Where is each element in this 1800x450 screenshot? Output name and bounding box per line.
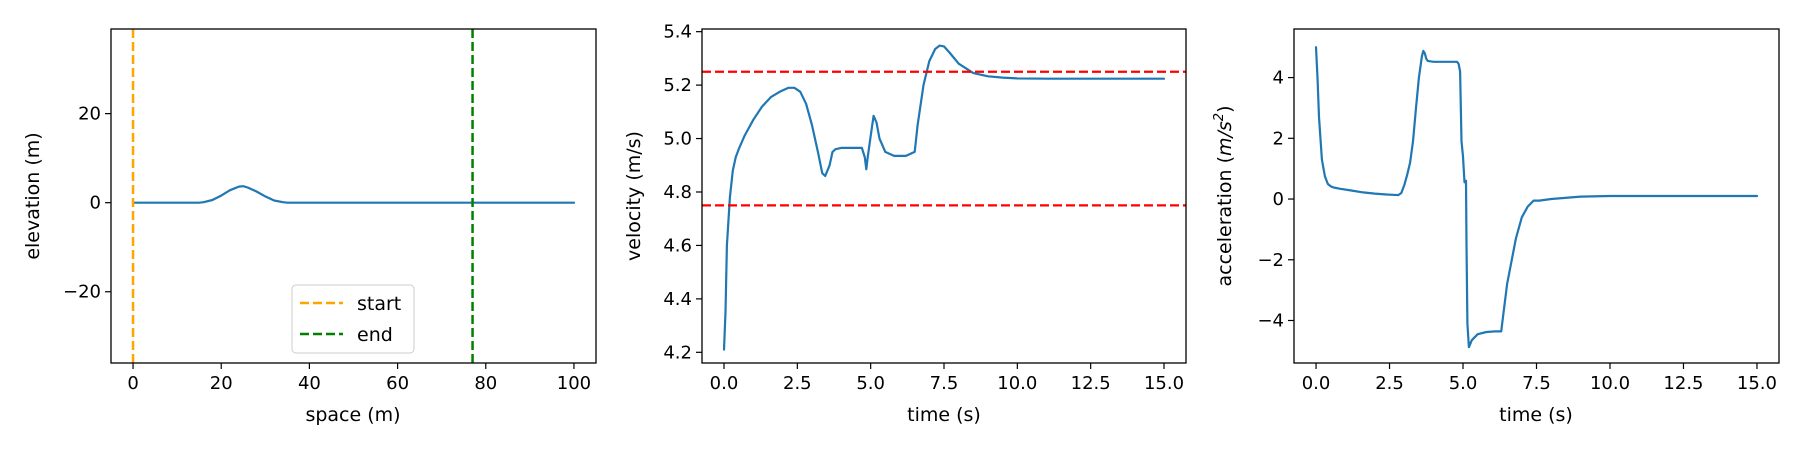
velocity-y-tick-label: 5.2 [663,75,692,96]
elevation-y-axis-label: elevation (m) [22,132,44,259]
elevation-x-tick-label: 0 [127,373,138,394]
legend-start-label: start [357,293,401,315]
velocity-y-tick-label: 4.4 [663,289,692,310]
elevation-ticks: 0 20 40 60 80 100 −20 0 20 [63,104,591,394]
velocity-y-tick-label: 4.8 [663,182,692,203]
acceleration-x-tick-label: 10.0 [1590,373,1630,394]
velocity-x-tick-label: 12.5 [1071,373,1111,394]
acceleration-y-tick-label: −2 [1257,250,1284,271]
velocity-x-tick-label: 10.0 [997,373,1037,394]
elevation-x-tick-label: 100 [557,373,591,394]
elevation-x-axis-label: space (m) [305,404,400,426]
velocity-series-line [722,44,1166,351]
velocity-x-tick-label: 5.0 [856,373,885,394]
acceleration-y-tick-label: −4 [1257,310,1284,331]
elevation-axes-frame [110,28,597,364]
acceleration-x-tick-label: 5.0 [1449,373,1478,394]
velocity-y-tick-label: 5.0 [663,129,692,150]
acceleration-x-tick-label: 0.0 [1302,373,1331,394]
elevation-x-tick-label: 40 [298,373,321,394]
velocity-x-tick-label: 0.0 [710,373,739,394]
elevation-y-tick-label: 20 [78,104,101,125]
acceleration-y-tick-label: 2 [1273,128,1284,149]
velocity-ticks: 0.0 2.5 5.0 7.5 10.0 12.5 15.0 4.2 4.4 4.6 4.8 5.0 5… [663,22,1184,394]
elevation-x-tick-label: 80 [474,373,497,394]
acceleration-x-tick-label: 15.0 [1737,373,1777,394]
acceleration-series-line [1314,46,1759,349]
acceleration-x-tick-label: 2.5 [1375,373,1404,394]
acceleration-x-axis-label: time (s) [1499,404,1573,426]
acceleration-ticks: 0.0 2.5 5.0 7.5 10.0 12.5 15.0 −4 −2 0 2 4 [1257,68,1777,394]
velocity-y-tick-label: 4.2 [663,342,692,363]
elevation-y-tick-label: 0 [90,193,101,214]
velocity-panel: 0.0 2.5 5.0 7.5 10.0 12.5 15.0 4.2 4.4 4.6 4.8 5.0 5… [623,22,1187,426]
velocity-y-axis-label: velocity (m/s) [623,131,645,261]
velocity-x-tick-label: 2.5 [783,373,812,394]
velocity-x-tick-label: 7.5 [930,373,959,394]
velocity-x-tick-label: 15.0 [1144,373,1184,394]
acceleration-x-tick-label: 7.5 [1522,373,1551,394]
velocity-y-tick-label: 5.4 [663,22,692,43]
elevation-x-tick-label: 20 [210,373,233,394]
velocity-y-tick-label: 4.6 [663,235,692,256]
velocity-x-axis-label: time (s) [907,404,981,426]
elevation-y-tick-label: −20 [63,282,101,303]
legend-box [291,284,415,354]
elevation-plot-marks [131,29,576,363]
acceleration-panel: 0.0 2.5 5.0 7.5 10.0 12.5 15.0 −4 −2 0 2 4 accelera… [1212,28,1780,426]
acceleration-y-tick-label: 4 [1273,68,1284,89]
elevation-panel: 0 20 40 60 80 100 −20 0 20 space (m) elevation (… [22,28,597,426]
elevation-legend: start end [291,284,415,354]
elevation-x-tick-label: 60 [386,373,409,394]
acceleration-plot-marks [1314,46,1759,349]
acceleration-y-tick-label: 0 [1273,189,1284,210]
elevation-series-line [131,185,576,204]
velocity-plot-marks [702,44,1186,351]
acceleration-x-tick-label: 12.5 [1663,373,1703,394]
legend-end-label: end [357,324,393,346]
acceleration-y-axis-label: acceleration (m/s2) [1212,105,1236,286]
